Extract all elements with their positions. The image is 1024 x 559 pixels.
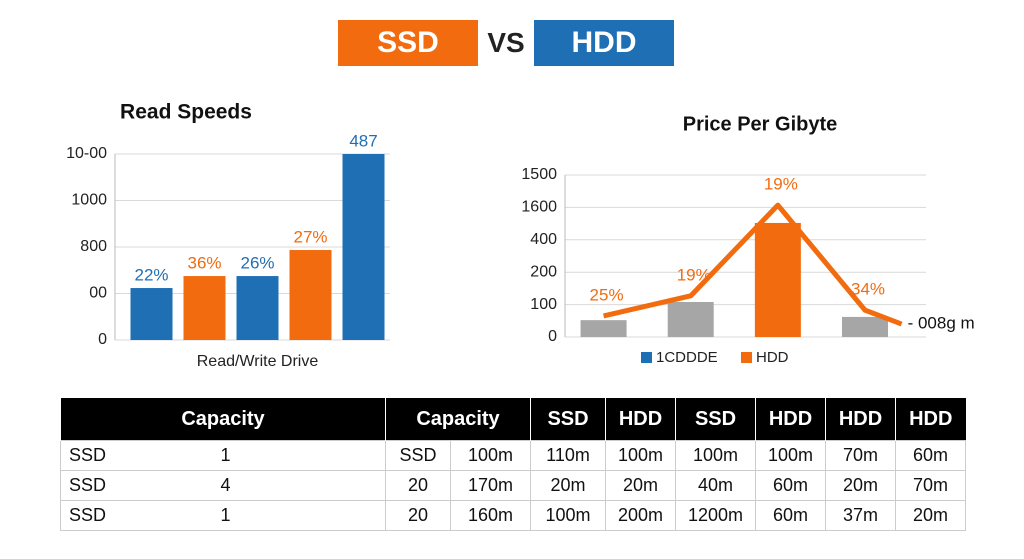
line: [603, 202, 903, 327]
bar-annotation: 36%: [187, 254, 221, 273]
table-cell: 20m: [530, 470, 606, 501]
table-cell: 4: [160, 470, 386, 501]
ssd-badge: SSD: [338, 20, 478, 66]
table-cell: 20: [385, 470, 451, 501]
table-cell: SSD: [60, 470, 161, 501]
table-cell: 70m: [825, 440, 896, 471]
header-cell: HDD: [755, 398, 826, 441]
table-cell: 20m: [895, 500, 966, 531]
bar-annotation: 27%: [293, 228, 327, 247]
bar-annotation: 26%: [240, 254, 274, 273]
bar: [236, 276, 279, 340]
table-cell: 1: [160, 500, 386, 531]
bar: [289, 250, 332, 340]
table-cell: 1200m: [675, 500, 756, 531]
bar: [130, 288, 173, 340]
bar: [342, 154, 385, 340]
x-axis-label: Read/Write Drive: [197, 353, 319, 370]
y-tick-label: 400: [530, 231, 557, 248]
table-cell: 170m: [450, 470, 531, 501]
line-annotation: 19%: [764, 175, 798, 194]
table-row: SSD 1 SSD 100m 110m 100m 100m 100m 70m 60m: [60, 440, 966, 471]
header-cell: Capacity: [385, 398, 531, 441]
y-tick-label: 0: [98, 331, 107, 348]
y-tick-label: 1500: [521, 166, 557, 183]
table-cell: 100m: [675, 440, 756, 471]
legend-label: 1CDDDE: [656, 349, 718, 366]
table-row: SSD 1 20 160m 100m 200m 1200m 60m 37m 20m: [60, 500, 966, 531]
table-cell: SSD: [385, 440, 451, 471]
header-cell: HDD: [605, 398, 676, 441]
table-cell: 100m: [605, 440, 676, 471]
bar: [842, 316, 888, 337]
table-cell: 70m: [895, 470, 966, 501]
spec-table: Capacity Capacity SSD HDD SSD HDD HDD HDD SSD 1 S…: [60, 398, 966, 531]
table-cell: 60m: [755, 470, 826, 501]
table-cell: 100m: [450, 440, 531, 471]
legend-swatch: [641, 352, 652, 363]
table-cell: 100m: [755, 440, 826, 471]
header-cell: SSD: [675, 398, 756, 441]
table-cell: SSD: [60, 500, 161, 531]
table-cell: 40m: [675, 470, 756, 501]
chart-title: Read Speeds: [120, 101, 252, 124]
table-cell: 110m: [530, 440, 606, 471]
table-row: SSD 4 20 170m 20m 20m 40m 60m 20m 70m: [60, 470, 966, 501]
header-cell: SSD: [530, 398, 606, 441]
table-cell: 20: [385, 500, 451, 531]
line-annotation: - 008g m: [908, 314, 975, 333]
line-annotation: 25%: [590, 285, 624, 304]
table-cell: 200m: [605, 500, 676, 531]
chart-title: Price Per Gibyte: [683, 113, 838, 135]
line-annotation: 34%: [851, 280, 885, 299]
bar-annotation: 22%: [134, 266, 168, 285]
table-cell: 20m: [825, 470, 896, 501]
table-cell: 37m: [825, 500, 896, 531]
y-tick-label: 0: [548, 328, 557, 345]
table-cell: 20m: [605, 470, 676, 501]
header-cell: HDD: [895, 398, 966, 441]
y-tick-label: 10-00: [66, 145, 107, 162]
line-annotation: 19%: [677, 265, 711, 284]
y-tick-label: 00: [89, 285, 107, 302]
bar: [667, 302, 714, 337]
legend-swatch: [741, 352, 752, 363]
table-body: SSD 1 SSD 100m 110m 100m 100m 100m 70m 60m SSD 4 20 1…: [60, 440, 966, 531]
legend-label: HDD: [756, 349, 789, 366]
table-cell: 60m: [755, 500, 826, 531]
y-tick-label: 800: [80, 238, 107, 255]
table-cell: 100m: [530, 500, 606, 531]
hdd-badge: HDD: [534, 20, 674, 66]
header-cell: Capacity: [60, 398, 386, 441]
bar-annotation: 487: [349, 131, 377, 150]
bar: [183, 276, 226, 340]
table-cell: 60m: [895, 440, 966, 471]
table-cell: 1: [160, 440, 386, 471]
table-cell: 160m: [450, 500, 531, 531]
y-tick-label: 200: [530, 263, 557, 280]
y-tick-label: 100: [530, 296, 557, 313]
bar: [580, 320, 627, 337]
header-cell: HDD: [825, 398, 896, 441]
y-tick-label: 1600: [521, 199, 557, 216]
table-header: Capacity Capacity SSD HDD SSD HDD HDD HDD: [60, 398, 966, 441]
vs-label: VS: [487, 27, 525, 58]
bar: [754, 222, 801, 337]
y-tick-label: 1000: [71, 192, 107, 209]
table-cell: SSD: [60, 440, 161, 471]
